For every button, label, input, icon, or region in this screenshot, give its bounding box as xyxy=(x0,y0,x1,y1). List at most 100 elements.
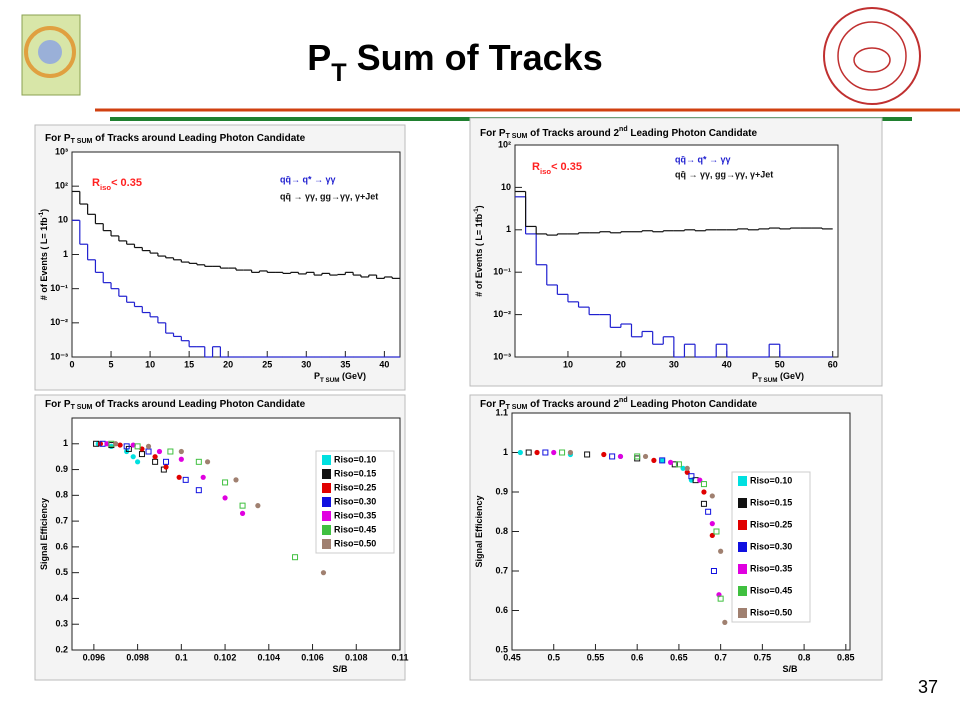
y-tick-label: 0.2 xyxy=(55,644,68,654)
legend-label: qq̄→ q* → γγ xyxy=(280,174,336,184)
point xyxy=(525,449,532,456)
text-part: For P xyxy=(480,128,506,139)
y-tick-label: 1 xyxy=(506,224,511,234)
legend-label: Riso=0.50 xyxy=(750,607,792,617)
point xyxy=(713,528,720,535)
point xyxy=(113,441,119,447)
text-part: (GeV) xyxy=(778,371,805,381)
point xyxy=(222,479,229,486)
y-axis-label: # of Events ( L= 1fb-1) xyxy=(473,205,484,296)
legend-swatch xyxy=(738,586,747,596)
text-part: R xyxy=(92,177,100,189)
text-part: < 0.35 xyxy=(111,177,142,189)
x-tick-label: 5 xyxy=(109,359,114,369)
point xyxy=(178,456,184,462)
point xyxy=(320,570,327,576)
text-part: nd xyxy=(619,126,628,133)
x-tick-label: 0.102 xyxy=(214,652,237,662)
text-part: S/B xyxy=(332,664,348,674)
legend-swatch xyxy=(322,525,331,535)
text-part: R xyxy=(532,161,540,173)
text-part: P xyxy=(752,371,758,381)
point xyxy=(667,459,674,465)
point xyxy=(204,459,211,465)
text-part: T SUM xyxy=(320,377,340,384)
point xyxy=(178,448,184,455)
point xyxy=(292,554,299,561)
y-tick-label: 10² xyxy=(55,181,68,191)
text-part: T xyxy=(331,59,347,87)
legend-swatch xyxy=(322,511,331,521)
point xyxy=(135,459,141,465)
x-tick-label: 0.096 xyxy=(83,652,106,662)
legend-swatch xyxy=(322,539,331,549)
point xyxy=(710,568,717,574)
text-part: < 0.35 xyxy=(551,161,582,173)
y-tick-label: 10⁻¹ xyxy=(493,267,511,277)
point xyxy=(195,458,202,465)
point xyxy=(675,461,682,468)
text-part: Signal Efficiency xyxy=(39,498,49,570)
x-tick-label: 0.104 xyxy=(258,652,281,662)
page-number: 37 xyxy=(918,677,938,697)
y-tick-label: 0.6 xyxy=(495,605,508,615)
point xyxy=(182,476,189,483)
x-tick-label: 60 xyxy=(828,359,838,369)
text-part: T SUM xyxy=(506,404,528,411)
x-tick-label: 0.8 xyxy=(798,652,811,662)
y-tick-label: 1 xyxy=(63,249,68,259)
x-tick-label: 0.85 xyxy=(837,652,855,662)
chart: For PT SUM of Tracks around Leading Phot… xyxy=(34,124,406,391)
point xyxy=(567,449,574,456)
y-tick-label: 0.6 xyxy=(55,541,68,551)
text-part: of Tracks around Leading Photon Candidat… xyxy=(92,399,305,410)
y-tick-label: 10 xyxy=(58,215,68,225)
slide-title: PT Sum of Tracks xyxy=(307,37,603,87)
point xyxy=(709,521,715,527)
y-tick-label: 10 xyxy=(501,182,511,192)
x-axis-label: PT SUM (GeV) xyxy=(752,371,804,384)
point xyxy=(601,451,607,458)
text-part: For P xyxy=(45,133,71,144)
y-tick-label: 1.1 xyxy=(495,407,508,417)
text-part: Signal Efficiency xyxy=(474,495,484,567)
chart: For PT SUM of Tracks around 2nd Leading … xyxy=(469,117,883,387)
text-part: (GeV) xyxy=(340,371,367,381)
x-tick-label: 0.75 xyxy=(754,652,772,662)
university-logo xyxy=(823,7,921,105)
legend-label: Riso=0.45 xyxy=(750,585,792,595)
legend-swatch xyxy=(322,483,331,493)
y-tick-label: 0.8 xyxy=(495,526,508,536)
x-tick-label: 0.6 xyxy=(631,652,644,662)
point xyxy=(145,448,152,455)
point xyxy=(617,453,624,460)
x-tick-label: 40 xyxy=(722,359,732,369)
x-tick-label: 0.11 xyxy=(391,652,408,662)
point xyxy=(163,464,169,470)
y-axis-label: Signal Efficiency xyxy=(474,495,484,567)
y-tick-label: 0.8 xyxy=(55,490,68,500)
legend-swatch xyxy=(322,455,331,465)
annotation: Riso< 0.35 xyxy=(92,177,142,192)
cms-logo xyxy=(21,14,81,96)
x-tick-label: 20 xyxy=(223,359,233,369)
logo-ring xyxy=(837,21,907,91)
text-part: ) xyxy=(39,209,49,212)
text-part: # of Events ( L= 1fb xyxy=(39,217,49,300)
point xyxy=(651,457,657,463)
point xyxy=(584,451,591,458)
text-part: T SUM xyxy=(71,138,93,145)
point xyxy=(700,481,707,488)
point xyxy=(517,449,523,456)
legend-swatch xyxy=(738,498,747,508)
x-tick-label: 40 xyxy=(379,359,389,369)
legend-swatch xyxy=(322,469,331,479)
x-tick-label: 0.108 xyxy=(345,652,368,662)
y-tick-label: 0.9 xyxy=(495,486,508,496)
text-part: For P xyxy=(45,399,71,410)
point xyxy=(138,451,145,458)
text-part: P xyxy=(307,37,331,78)
x-tick-label: 20 xyxy=(616,359,626,369)
x-tick-label: 10 xyxy=(145,359,155,369)
point xyxy=(139,446,145,452)
